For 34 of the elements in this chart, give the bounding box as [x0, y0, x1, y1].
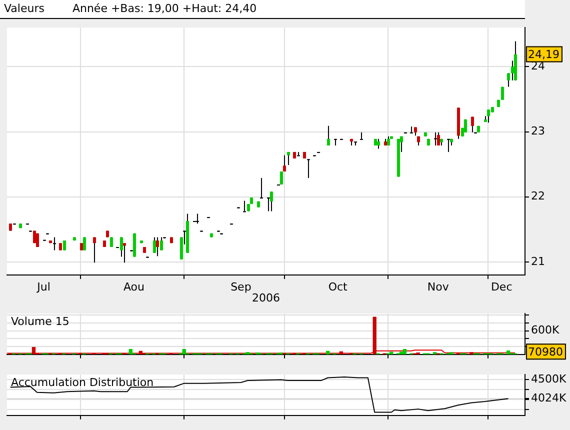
y-tick-label: 4024K [531, 391, 567, 404]
x-axis-title: 2006 [252, 291, 280, 304]
x-tick-label: Nov [427, 280, 450, 294]
chart-title: Volume 15 [11, 314, 70, 328]
x-tick-label: Oct [328, 280, 348, 294]
x-tick-label: Dec [490, 280, 512, 294]
annotation: 70980 [528, 345, 563, 358]
candlestick [447, 138, 450, 152]
chart-title: Valeurs [4, 2, 44, 15]
bar [32, 347, 36, 354]
bar [372, 316, 376, 354]
candlestick [183, 230, 186, 244]
candlestick [307, 159, 310, 178]
y-tick-label: 21 [531, 254, 545, 268]
candlestick [53, 237, 56, 250]
bar [400, 352, 404, 354]
candlestick [410, 126, 413, 134]
x-tick-label: Sep [230, 280, 252, 294]
candlestick [360, 132, 363, 140]
candlestick [434, 132, 437, 146]
y-tick-label: 600K [531, 324, 560, 337]
chart-title: Accumulation Distribution [11, 376, 154, 389]
x-tick-label: Jul [36, 280, 50, 294]
annotation: 24,19 [528, 48, 560, 62]
y-tick-label: 22 [531, 190, 545, 203]
candlestick [267, 198, 270, 212]
bar [389, 352, 394, 354]
y-tick-label: 4500K [531, 372, 567, 386]
candlestick [297, 152, 300, 156]
candlestick [260, 178, 263, 199]
chart-subtitle: Année +Bas: 19,00 +Haut: 24,40 [72, 2, 257, 15]
candlestick [243, 200, 246, 212]
x-tick-label: Aou [123, 280, 145, 294]
y-tick-label: 23 [531, 124, 545, 138]
